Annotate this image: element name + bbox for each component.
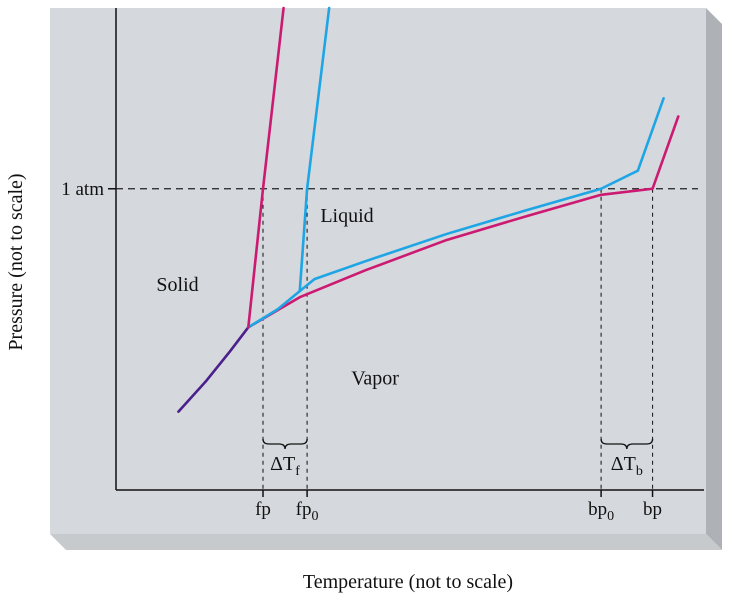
- curve-sublimation-curve: [177, 326, 250, 413]
- x-tick-label-bp: bp: [643, 499, 662, 520]
- region-label-liquid: Liquid: [320, 205, 373, 227]
- x-tick-label-bp0: bp0: [588, 499, 614, 524]
- panel-shadow-bottom: [50, 534, 722, 550]
- region-label-solid: Solid: [156, 274, 198, 296]
- plot-panel: [50, 8, 706, 534]
- temperature-markers: fp fp0 bp0 bp: [255, 490, 662, 524]
- panel-shadow-right: [706, 8, 722, 550]
- region-label-vapor: Vapor: [351, 368, 399, 390]
- delta-t-brackets: ΔTf ΔTb: [262, 438, 654, 479]
- label-delta-tf: ΔTf: [270, 453, 300, 479]
- x-tick-label-fp: fp: [255, 499, 271, 520]
- curve-fusion-curve-solution: [247, 6, 285, 329]
- x-tick-label-fp0: fp0: [296, 499, 319, 524]
- y-axis-title: Pressure (not to scale): [5, 173, 27, 350]
- one-atm-label: 1 atm: [61, 179, 104, 200]
- curve-vapor-pressure-solution: [247, 115, 680, 329]
- curve-vapor-pressure-solvent: [247, 97, 665, 329]
- x-axis-title: Temperature (not to scale): [303, 571, 513, 593]
- bracket-delta-tf: [262, 438, 308, 450]
- phase-curves: [177, 6, 680, 413]
- bracket-delta-tb: [600, 438, 654, 450]
- label-delta-tb: ΔTb: [611, 453, 643, 479]
- curve-fusion-curve-solvent: [298, 6, 331, 293]
